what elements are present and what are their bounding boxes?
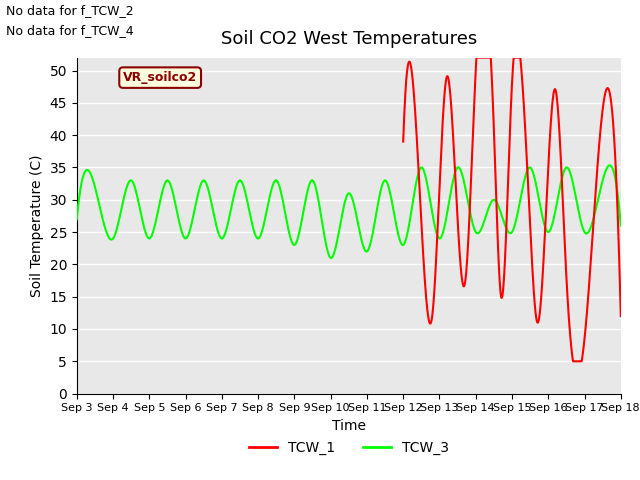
Text: No data for f_TCW_2: No data for f_TCW_2 [6, 4, 134, 17]
Text: No data for f_TCW_4: No data for f_TCW_4 [6, 24, 134, 36]
Text: VR_soilco2: VR_soilco2 [123, 71, 197, 84]
X-axis label: Time: Time [332, 419, 366, 433]
Legend: TCW_1, TCW_3: TCW_1, TCW_3 [243, 435, 454, 461]
Y-axis label: Soil Temperature (C): Soil Temperature (C) [30, 155, 44, 297]
Title: Soil CO2 West Temperatures: Soil CO2 West Temperatures [221, 30, 477, 48]
